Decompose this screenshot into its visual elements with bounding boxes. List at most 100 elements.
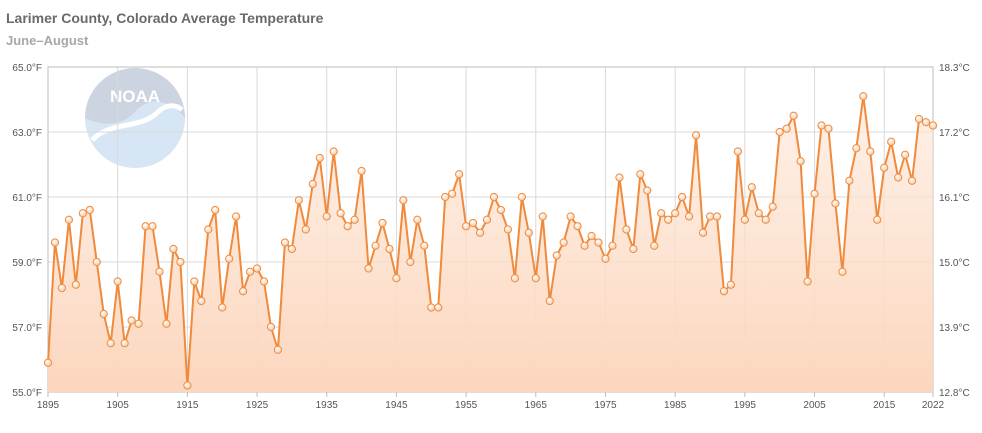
data-point bbox=[866, 147, 875, 156]
data-point bbox=[719, 287, 729, 296]
y-tick-label-left: 65.0°F bbox=[12, 63, 42, 74]
data-point bbox=[329, 147, 338, 156]
x-tick-label: 1975 bbox=[594, 400, 617, 411]
data-point bbox=[225, 254, 234, 263]
data-point bbox=[176, 257, 185, 267]
data-point bbox=[78, 209, 87, 218]
chart-subtitle: June–August bbox=[6, 33, 89, 48]
data-point bbox=[740, 215, 749, 224]
data-point bbox=[183, 381, 192, 390]
data-point bbox=[921, 118, 931, 127]
data-point bbox=[636, 170, 645, 179]
y-tick-label-left: 55.0°F bbox=[12, 388, 42, 399]
data-point bbox=[441, 192, 450, 202]
data-point bbox=[691, 131, 701, 140]
data-point bbox=[685, 212, 694, 221]
data-point bbox=[385, 244, 394, 254]
data-point bbox=[726, 280, 736, 289]
x-tick-label: 1925 bbox=[246, 400, 269, 411]
data-point bbox=[113, 277, 122, 286]
data-point bbox=[455, 170, 464, 179]
data-point bbox=[796, 157, 805, 166]
data-point bbox=[301, 225, 310, 234]
data-point bbox=[427, 303, 436, 312]
y-tick-label-right: 16.1°C bbox=[939, 193, 970, 204]
y-tick-label-right: 18.3°C bbox=[939, 63, 970, 74]
data-point bbox=[280, 238, 290, 247]
data-point bbox=[99, 309, 108, 319]
data-point bbox=[71, 280, 80, 289]
y-tick-label-left: 57.0°F bbox=[12, 323, 42, 334]
data-point bbox=[468, 218, 478, 228]
data-point bbox=[336, 209, 345, 218]
data-point bbox=[448, 189, 457, 198]
data-point bbox=[698, 228, 708, 237]
data-point bbox=[810, 189, 819, 198]
data-point bbox=[531, 274, 540, 283]
data-point bbox=[594, 238, 603, 247]
y-tick-label-left: 61.0°F bbox=[12, 193, 42, 204]
data-point bbox=[510, 274, 519, 283]
data-point bbox=[127, 316, 136, 325]
noaa-logo: NOAA bbox=[85, 68, 185, 168]
x-tick-label: 1965 bbox=[525, 400, 548, 411]
data-point bbox=[601, 254, 610, 263]
data-point bbox=[566, 212, 575, 221]
data-point bbox=[712, 212, 722, 221]
data-point bbox=[85, 205, 94, 215]
data-point bbox=[747, 183, 756, 192]
data-point bbox=[120, 339, 129, 348]
data-point bbox=[197, 296, 206, 306]
data-point bbox=[782, 124, 791, 133]
data-point bbox=[545, 296, 554, 306]
data-point bbox=[371, 241, 380, 250]
data-point bbox=[538, 212, 547, 221]
data-point bbox=[232, 212, 241, 221]
data-point bbox=[211, 205, 220, 215]
data-point bbox=[50, 238, 60, 247]
x-tick-label: 1945 bbox=[385, 400, 408, 411]
axes: 55.0°F 57.0°F 59.0°F 61.0°F 63.0°F 65.0°F 12.8… bbox=[12, 63, 969, 411]
data-point bbox=[580, 241, 589, 250]
data-point bbox=[768, 202, 777, 211]
x-tick-label: 2015 bbox=[873, 400, 896, 411]
x-tick-label: 1935 bbox=[316, 400, 339, 411]
y-tick-label-left: 63.0°F bbox=[12, 128, 42, 139]
data-point bbox=[155, 267, 164, 276]
y-tick-label-right: 13.9°C bbox=[939, 323, 970, 334]
data-point bbox=[162, 319, 171, 328]
data-point bbox=[907, 176, 917, 185]
data-point bbox=[204, 225, 213, 234]
data-point bbox=[57, 283, 67, 293]
data-point bbox=[134, 319, 143, 328]
data-point bbox=[852, 144, 861, 153]
data-point bbox=[789, 111, 798, 120]
data-point bbox=[462, 222, 471, 231]
data-point bbox=[64, 215, 74, 224]
data-point bbox=[308, 179, 317, 189]
data-point bbox=[294, 196, 303, 205]
data-point bbox=[629, 244, 638, 254]
data-point bbox=[775, 127, 784, 137]
data-point bbox=[524, 228, 533, 237]
data-point bbox=[880, 163, 889, 172]
data-point bbox=[824, 124, 833, 133]
x-tick-label: 1915 bbox=[176, 400, 199, 411]
data-point bbox=[503, 225, 513, 234]
data-point bbox=[148, 222, 157, 231]
data-point bbox=[239, 287, 248, 296]
y-tick-label-right: 17.2°C bbox=[939, 128, 970, 139]
data-point bbox=[322, 212, 331, 221]
data-point bbox=[615, 173, 624, 182]
y-tick-label-left: 59.0°F bbox=[12, 258, 42, 269]
data-point bbox=[169, 244, 178, 254]
data-point bbox=[266, 322, 276, 332]
x-tick-label: 1985 bbox=[664, 400, 687, 411]
x-tick-label: 1895 bbox=[37, 400, 60, 411]
data-point bbox=[399, 196, 408, 205]
data-point bbox=[733, 147, 742, 156]
data-point bbox=[650, 241, 659, 250]
x-tick-label: 1955 bbox=[455, 400, 478, 411]
data-point bbox=[859, 92, 868, 101]
data-points bbox=[43, 92, 938, 390]
